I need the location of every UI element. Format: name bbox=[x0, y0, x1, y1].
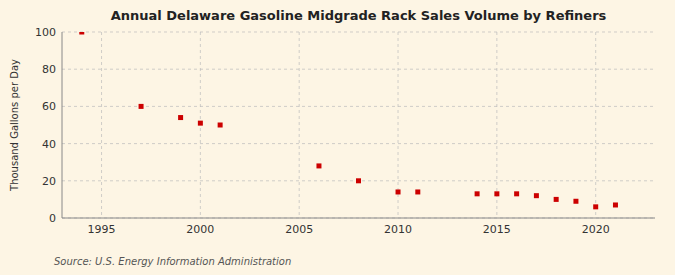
x-grid-line bbox=[496, 32, 497, 218]
x-tick-label: 2010 bbox=[384, 223, 412, 236]
x-tick-label: 2020 bbox=[582, 223, 610, 236]
point bbox=[514, 191, 519, 196]
chart: 1995 2000 2005 2010 2015 2020 0 20 40 60 80 100 Annu… bbox=[0, 0, 675, 275]
y-grid-line bbox=[62, 218, 655, 219]
point bbox=[573, 199, 578, 204]
y-tick-label: 0 bbox=[49, 212, 56, 225]
point bbox=[198, 121, 203, 126]
y-grid-line bbox=[62, 106, 655, 107]
y-axis-line bbox=[62, 32, 63, 218]
point bbox=[139, 104, 144, 109]
y-grid-line bbox=[62, 69, 655, 70]
point bbox=[415, 189, 420, 194]
y-grid-line bbox=[62, 143, 655, 144]
point bbox=[534, 193, 539, 198]
point bbox=[178, 115, 183, 120]
y-tick-label: 40 bbox=[42, 138, 56, 151]
y-tick-label: 60 bbox=[42, 100, 56, 113]
y-tick-label: 80 bbox=[42, 63, 56, 76]
source: Source: U.S. Energy Information Administ… bbox=[54, 256, 291, 267]
point bbox=[593, 204, 598, 209]
y-axis-label: Thousand Gallons per Day bbox=[9, 59, 20, 192]
background bbox=[0, 0, 675, 275]
point bbox=[316, 163, 321, 168]
point bbox=[79, 32, 84, 35]
y-tick-label: 20 bbox=[42, 175, 56, 188]
point bbox=[396, 189, 401, 194]
title: Annual Delaware Gasoline Midgrade Rack S… bbox=[111, 8, 607, 23]
point bbox=[475, 191, 480, 196]
x-tick-label: 2005 bbox=[285, 223, 313, 236]
x-axis-line bbox=[62, 218, 655, 219]
point bbox=[356, 178, 361, 183]
y-tick-label: 100 bbox=[35, 26, 56, 39]
x-grid-line bbox=[101, 32, 102, 218]
point bbox=[613, 202, 618, 207]
x-grid-line bbox=[299, 32, 300, 218]
x-tick-label: 2000 bbox=[186, 223, 214, 236]
point bbox=[218, 123, 223, 128]
x-tick-label: 2015 bbox=[483, 223, 511, 236]
x-grid-line bbox=[595, 32, 596, 218]
point bbox=[554, 197, 559, 202]
points bbox=[79, 32, 618, 209]
y-grid-line bbox=[62, 32, 655, 33]
point bbox=[494, 191, 499, 196]
grid bbox=[62, 32, 655, 218]
x-tick-label: 1995 bbox=[88, 223, 116, 236]
